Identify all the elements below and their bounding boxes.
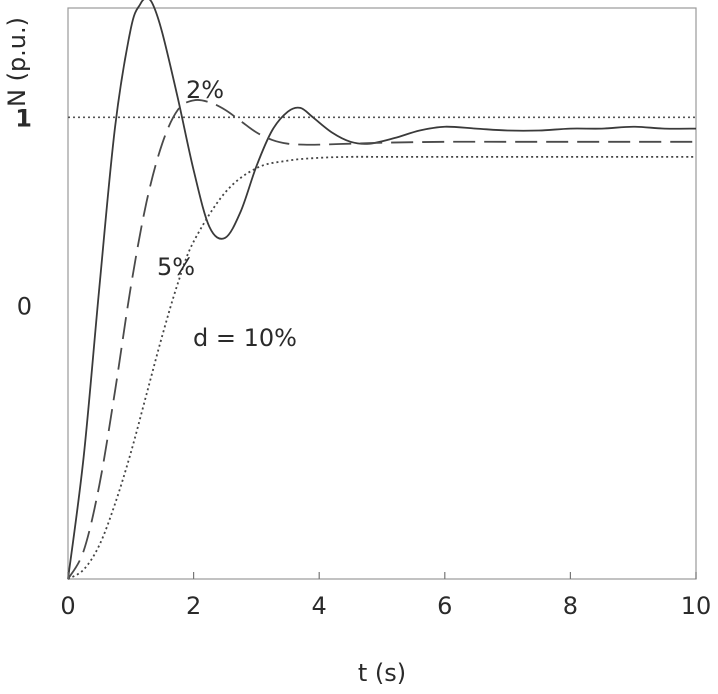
x-tick-label: 8 [563,592,578,620]
series-line-3 [67,155,696,580]
series-group [67,0,697,580]
x-tick-label: 6 [437,592,452,620]
y-tick-label: 0 [17,293,32,321]
series-line-2 [67,98,696,580]
x-tick-label: 2 [186,592,201,620]
y-axis-label: N (p.u.) [3,17,31,107]
plot-frame [67,7,697,580]
x-tick-label: 0 [60,592,75,620]
series-annotation-5pct: 5% [157,253,195,281]
x-tick-label: 10 [681,592,712,620]
x-axis-ticks: 0 2 4 6 8 10 [60,572,711,620]
x-axis-label: t (s) [358,659,406,687]
x-tick-label: 4 [312,592,327,620]
series-annotation-10pct: d = 10% [193,324,297,352]
y-tick-label: 1 [15,104,32,132]
plot-area-border [67,7,697,580]
series-annotation-2pct: 2% [186,76,224,104]
y-axis-ticks: 10 [15,104,32,320]
series-line-1 [67,0,697,580]
